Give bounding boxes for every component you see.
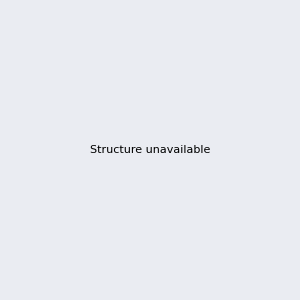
Text: Structure unavailable: Structure unavailable (90, 145, 210, 155)
